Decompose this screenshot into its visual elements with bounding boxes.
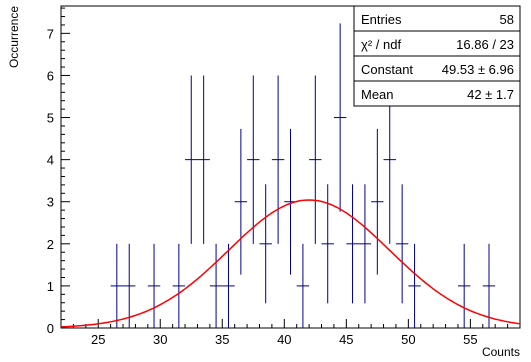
x-tick-label: 30 — [153, 332, 167, 347]
gaussian-fit-curve — [60, 199, 521, 328]
y-axis-label: Occurrence — [7, 6, 21, 68]
y-tick-label: 2 — [47, 237, 54, 252]
x-tick-label: 35 — [215, 332, 229, 347]
y-tick-label: 5 — [47, 111, 54, 126]
x-axis: 25 30 35 40 45 50 55 — [60, 319, 521, 347]
y-tick-label: 1 — [47, 279, 54, 294]
stats-value-chi2: 16.86 / 23 — [456, 37, 514, 52]
y-tick-label: 0 — [47, 321, 54, 336]
stats-value-constant: 49.53 ± 6.96 — [442, 62, 514, 77]
stats-label-entries: Entries — [361, 12, 402, 27]
x-axis-label: Counts — [482, 345, 520, 359]
data-points — [110, 23, 496, 328]
stats-label-chi2: χ² / ndf — [361, 37, 401, 52]
stats-value-entries: 58 — [500, 12, 514, 27]
y-tick-label: 4 — [47, 153, 54, 168]
y-tick-label: 7 — [47, 26, 54, 41]
x-tick-label: 50 — [401, 332, 415, 347]
x-tick-label: 55 — [463, 332, 477, 347]
stats-label-mean: Mean — [361, 87, 394, 102]
plot-frame — [60, 5, 521, 329]
y-tick-label: 3 — [47, 195, 54, 210]
x-tick-label: 25 — [91, 332, 105, 347]
stats-value-mean: 42 ± 1.7 — [467, 87, 514, 102]
y-tick-label: 6 — [47, 68, 54, 83]
stats-label-constant: Constant — [361, 62, 413, 77]
x-tick-label: 40 — [277, 332, 291, 347]
x-tick-label: 45 — [339, 332, 353, 347]
stats-box: Entries 58 χ² / ndf 16.86 / 23 Constant … — [353, 5, 521, 107]
y-axis: 0 1 2 3 4 5 6 7 — [47, 7, 70, 336]
